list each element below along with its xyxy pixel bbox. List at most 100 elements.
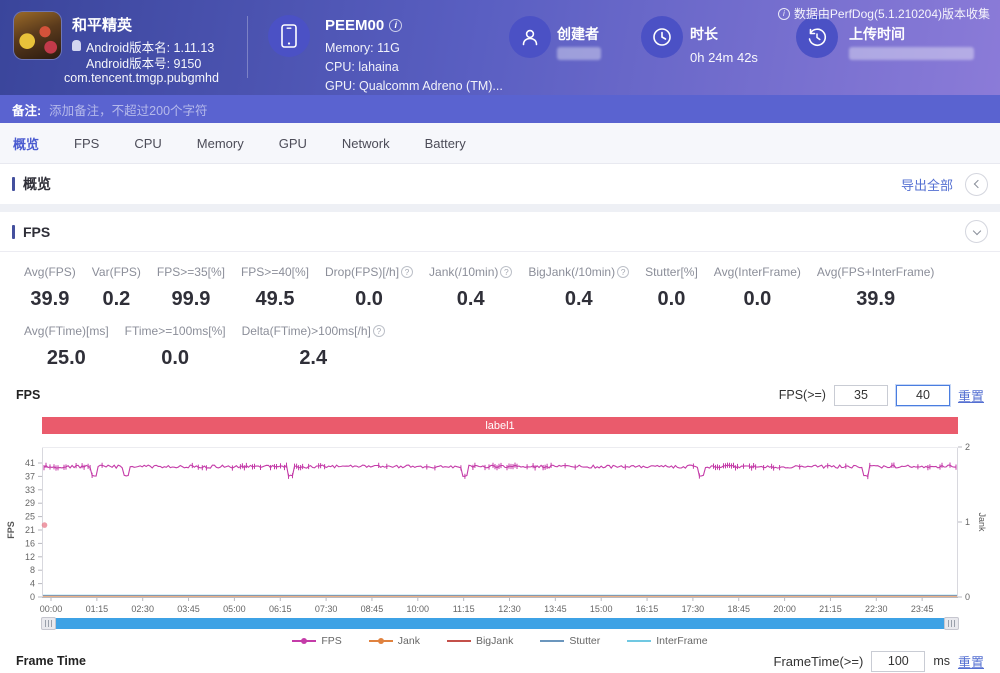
- svg-text:00:00: 00:00: [40, 604, 63, 614]
- stat-value: 25.0: [24, 347, 109, 370]
- stat-value: 0.2: [92, 288, 141, 311]
- app-package: com.tencent.tmgp.pubgmhd: [64, 71, 219, 85]
- legend-item-fps[interactable]: FPS: [292, 635, 341, 647]
- fps-stats: Avg(FPS)39.9Var(FPS)0.2FPS>=35[%]99.9FPS…: [0, 265, 1000, 370]
- fps-collapse-button[interactable]: [965, 220, 988, 243]
- legend-item-bigjank[interactable]: BigJank: [447, 635, 513, 647]
- stat2-1: FTime>=100ms[%]0.0: [117, 324, 234, 370]
- fps-reset-link[interactable]: 重置: [958, 386, 984, 405]
- tab-gpu[interactable]: GPU: [279, 136, 307, 151]
- section-gap: [0, 204, 1000, 212]
- legend-label: FPS: [321, 635, 341, 647]
- help-icon[interactable]: ?: [401, 266, 413, 278]
- app-icon: [14, 12, 61, 59]
- stat-label: FPS>=40[%]: [241, 265, 309, 279]
- legend-label: Jank: [398, 635, 420, 647]
- svg-text:11:15: 11:15: [453, 604, 475, 614]
- fps-line-chart[interactable]: 4137332925211612840FPS210Jank00:0001:150…: [0, 435, 1000, 615]
- help-icon[interactable]: ?: [500, 266, 512, 278]
- overview-collapse-button[interactable]: [965, 173, 988, 196]
- fps-chart-label: FPS: [16, 388, 40, 402]
- note-bar[interactable]: 备注: 添加备注，不超过200个字符: [0, 95, 1000, 123]
- section-accent: [12, 225, 15, 239]
- fps-threshold-input-2[interactable]: [896, 385, 950, 406]
- stat-label: BigJank(/10min)?: [528, 265, 629, 279]
- scrollbar-right-handle[interactable]: [944, 617, 959, 630]
- svg-text:15:00: 15:00: [590, 604, 613, 614]
- stat-label: Avg(InterFrame): [714, 265, 801, 279]
- phone-icon: [268, 15, 310, 57]
- svg-text:12: 12: [25, 552, 35, 562]
- frametime-threshold-label: FrameTime(>=): [774, 654, 864, 669]
- fps-section-header: FPS: [0, 212, 1000, 252]
- legend-marker-icon: [627, 636, 651, 646]
- stat-label: Stutter[%]: [645, 265, 698, 279]
- fps-stats-row-2: Avg(FTime)[ms]25.0FTime>=100ms[%]0.0Delt…: [16, 324, 1000, 370]
- device-info-icon[interactable]: i: [389, 19, 402, 32]
- app-version-code: Android版本号: 9150: [86, 53, 201, 72]
- stat2-2: Delta(FTime)>100ms[/h]?2.4: [234, 324, 393, 370]
- upload-time-value-redacted: [849, 47, 974, 60]
- svg-text:05:00: 05:00: [223, 604, 246, 614]
- svg-text:29: 29: [25, 498, 35, 508]
- stat-value: 0.0: [645, 288, 698, 311]
- frametime-reset-link[interactable]: 重置: [958, 652, 984, 671]
- tab-battery[interactable]: Battery: [425, 136, 466, 151]
- chart-range-scrollbar[interactable]: [42, 618, 958, 629]
- stat-9: Avg(FPS+InterFrame)39.9: [809, 265, 942, 311]
- svg-text:2: 2: [965, 442, 970, 452]
- svg-text:08:45: 08:45: [361, 604, 384, 614]
- tab-memory[interactable]: Memory: [197, 136, 244, 151]
- note-placeholder[interactable]: 添加备注，不超过200个字符: [49, 100, 207, 119]
- tab-cpu[interactable]: CPU: [134, 136, 161, 151]
- device-cpu: CPU: lahaina: [325, 60, 399, 74]
- tab-fps[interactable]: FPS: [74, 136, 99, 151]
- svg-text:Jank: Jank: [977, 512, 987, 532]
- stat-value: 2.4: [242, 347, 385, 370]
- duration-value: 0h 24m 42s: [690, 50, 758, 65]
- scrollbar-left-handle[interactable]: [41, 617, 56, 630]
- svg-text:16: 16: [25, 538, 35, 548]
- stat-6: BigJank(/10min)?0.4: [520, 265, 637, 311]
- report-header: 和平精英 Android版本名: 1.11.13 Android版本号: 915…: [0, 0, 1000, 95]
- legend-marker-icon: [369, 636, 393, 646]
- legend-item-jank[interactable]: Jank: [369, 635, 420, 647]
- legend-marker-icon: [292, 636, 316, 646]
- stat-value: 0.4: [429, 288, 512, 311]
- frametime-threshold-input[interactable]: [871, 651, 925, 672]
- stat-value: 0.0: [125, 347, 226, 370]
- section-accent: [12, 177, 15, 191]
- svg-text:23:45: 23:45: [911, 604, 934, 614]
- stat-value: 0.0: [714, 288, 801, 311]
- stat-0: Avg(FPS)39.9: [16, 265, 84, 311]
- stat-7: Stutter[%] 0.0: [637, 265, 706, 311]
- svg-text:37: 37: [25, 471, 35, 481]
- stat-label: Avg(FPS+InterFrame): [817, 265, 934, 279]
- stat-label: Var(FPS): [92, 265, 141, 279]
- chart-legend: FPS Jank BigJank Stutter InterFrame: [0, 635, 1000, 647]
- legend-label: BigJank: [476, 635, 513, 647]
- stat-3: FPS>=40[%]49.5: [233, 265, 317, 311]
- legend-item-interframe[interactable]: InterFrame: [627, 635, 707, 647]
- tab-network[interactable]: Network: [342, 136, 390, 151]
- svg-text:1: 1: [965, 517, 970, 527]
- help-icon[interactable]: ?: [373, 325, 385, 337]
- creator-icon: [509, 16, 551, 58]
- svg-text:FPS: FPS: [6, 521, 16, 539]
- svg-text:16:15: 16:15: [636, 604, 659, 614]
- svg-text:01:15: 01:15: [86, 604, 109, 614]
- tab-bar: 概览 FPS CPU Memory GPU Network Battery: [0, 123, 1000, 164]
- tab-概览[interactable]: 概览: [13, 134, 39, 153]
- duration-icon: [641, 16, 683, 58]
- fps-threshold-input-1[interactable]: [834, 385, 888, 406]
- help-icon[interactable]: ?: [617, 266, 629, 278]
- chart-annotation-band: label1: [42, 417, 958, 434]
- stat-8: Avg(InterFrame) 0.0: [706, 265, 809, 311]
- stat-value: 99.9: [157, 288, 225, 311]
- export-all-link[interactable]: 导出全部: [901, 175, 953, 194]
- svg-text:0: 0: [965, 592, 970, 602]
- svg-text:4: 4: [30, 579, 35, 589]
- legend-item-stutter[interactable]: Stutter: [540, 635, 600, 647]
- svg-text:41: 41: [25, 458, 35, 468]
- svg-text:21: 21: [25, 525, 35, 535]
